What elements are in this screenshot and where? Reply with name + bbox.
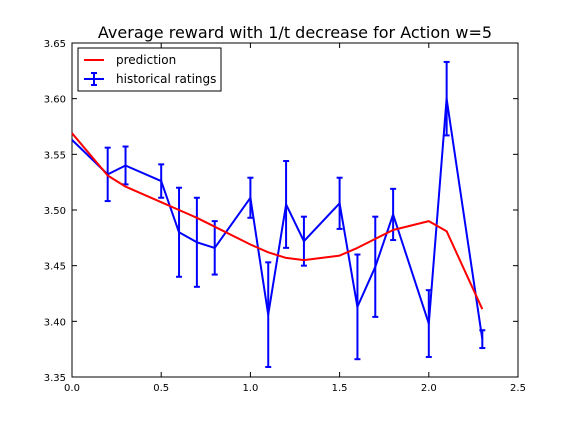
series-line-historical-ratings xyxy=(71,97,484,340)
y-tick-label: 3.55 xyxy=(44,150,66,161)
legend-label-historical-ratings: historical ratings xyxy=(116,72,216,86)
legend-label-prediction: prediction xyxy=(116,53,176,67)
chart-title: Average reward with 1/t decrease for Act… xyxy=(98,23,492,42)
x-tick-label: 2.0 xyxy=(421,383,437,394)
plot-area xyxy=(71,42,519,378)
legend-box xyxy=(77,47,222,92)
y-tick-label: 3.50 xyxy=(44,206,66,217)
series-line-prediction xyxy=(71,132,484,310)
y-tick-label: 3.60 xyxy=(44,95,66,106)
x-tick-label: 1.5 xyxy=(332,383,348,394)
x-tick-label: 1.0 xyxy=(242,383,258,394)
x-tick-label: 2.5 xyxy=(510,383,526,394)
legend-swatch-historical-ratings xyxy=(84,72,104,86)
y-tick-label: 3.65 xyxy=(44,39,66,50)
series-group xyxy=(71,60,486,368)
x-tick-label: 0.5 xyxy=(153,383,169,394)
legend: prediction historical ratings xyxy=(77,47,222,92)
x-tick-label: 0.0 xyxy=(64,383,80,394)
y-tick-label: 3.40 xyxy=(44,317,66,328)
y-tick-label: 3.45 xyxy=(44,262,66,273)
y-tick-label: 3.35 xyxy=(44,373,66,384)
axis-ticks: 0.0 0.5 1.0 1.5 2.0 2.5 3.35 3.40 3.45 3.50 3.55 3.… xyxy=(44,39,526,394)
